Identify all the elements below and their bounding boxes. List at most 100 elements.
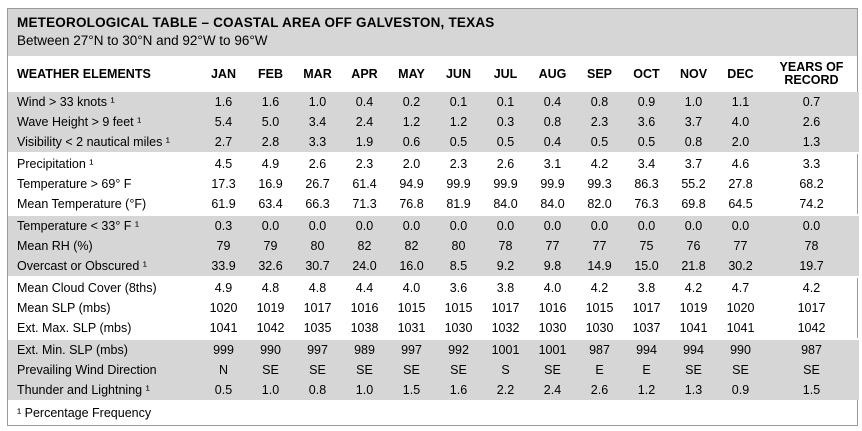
table-cell: 3.4 <box>294 112 341 132</box>
table-cell: SE <box>670 360 717 380</box>
table-cell: 84.0 <box>540 197 565 211</box>
table-cell: N <box>200 360 247 380</box>
table-cell: 80 <box>435 236 482 256</box>
table-cell: 1.5 <box>764 380 859 400</box>
table-cell: 0.5 <box>623 132 670 153</box>
header-weather-elements: WEATHER ELEMENTS <box>17 66 151 81</box>
table-cell: 1.1 <box>717 92 764 112</box>
table-cell: 2.6 <box>294 152 341 174</box>
table-cell: 4.2 <box>670 276 717 298</box>
table-cell: 1017 <box>303 301 332 315</box>
table-cell: 0.1 <box>482 92 529 112</box>
table-cell: S <box>482 360 529 380</box>
table-cell: 75 <box>623 236 670 256</box>
table-cell: 4.2 <box>576 152 623 174</box>
table-cell: 3.7 <box>670 152 717 174</box>
table-cell: 66.3 <box>305 197 330 211</box>
table-cell: 1.3 <box>670 380 717 400</box>
header-month: SEP <box>586 66 612 81</box>
table-cell: 3.4 <box>623 152 670 174</box>
table-cell: 69.8 <box>681 197 706 211</box>
table-row: Ext. Min. SLP (mbs) 999 990 997 989 997 992 100… <box>8 338 859 360</box>
table-cell: 3.3 <box>764 152 859 174</box>
table-cell: 1.5 <box>388 380 435 400</box>
table-cell: 2.4 <box>529 380 576 400</box>
table-cell: SE <box>388 360 435 380</box>
table-cell: 1031 <box>397 321 426 335</box>
table-cell: 21.8 <box>670 256 717 277</box>
table-cell: 78 <box>482 236 529 256</box>
table-cell: 1042 <box>797 321 826 335</box>
table-cell: SE <box>294 360 341 380</box>
table-cell: 2.6 <box>576 380 623 400</box>
row-label: Wind > 33 knots ¹ <box>8 92 200 112</box>
table-cell: 84.0 <box>493 197 518 211</box>
row-label: Temperature < 33° F ¹ <box>8 214 200 236</box>
table-subtitle: Between 27°N to 30°N and 92°W to 96°W <box>17 33 268 48</box>
table-cell: 1015 <box>397 301 426 315</box>
table-cell: 1042 <box>256 321 285 335</box>
row-label: Thunder and Lightning ¹ <box>8 380 200 400</box>
table-cell: 4.9 <box>200 276 247 298</box>
table-cell: 0.8 <box>529 112 576 132</box>
table-cell: 3.3 <box>294 132 341 153</box>
table-cell: 0.5 <box>200 380 247 400</box>
table-cell: SE <box>341 360 388 380</box>
table-cell: 0.8 <box>576 92 623 112</box>
table-cell: 0.9 <box>717 380 764 400</box>
table-cell: 4.5 <box>200 152 247 174</box>
weather-table: WEATHER ELEMENTS JAN FEB MAR APR MAY JUN… <box>8 56 859 400</box>
table-cell: 1.2 <box>623 380 670 400</box>
table-cell: 2.0 <box>388 152 435 174</box>
header-month: MAR <box>303 66 332 81</box>
header-month: JAN <box>210 66 236 81</box>
table-cell: 0.8 <box>670 132 717 153</box>
row-label: Mean SLP (mbs) <box>17 301 111 315</box>
row-label: Visibility < 2 nautical miles ¹ <box>8 132 200 153</box>
table-cell: 82 <box>341 236 388 256</box>
table-cell: 99.3 <box>587 177 612 191</box>
table-cell: 32.6 <box>247 256 294 277</box>
table-cell: 992 <box>435 338 482 360</box>
table-cell: 61.9 <box>211 197 236 211</box>
table-cell: SE <box>529 360 576 380</box>
table-cell: 4.9 <box>247 152 294 174</box>
table-cell: 64.5 <box>728 197 753 211</box>
table-cell: 1020 <box>726 301 755 315</box>
header-month: FEB <box>258 66 283 81</box>
table-cell: 3.7 <box>670 112 717 132</box>
table-cell: 86.3 <box>634 177 659 191</box>
table-cell: 0.0 <box>388 214 435 236</box>
table-cell: 0.2 <box>388 92 435 112</box>
table-cell: 80 <box>294 236 341 256</box>
table-cell: 1.0 <box>670 92 717 112</box>
table-cell: SE <box>435 360 482 380</box>
table-cell: 68.2 <box>799 177 824 191</box>
table-cell: 1041 <box>679 321 708 335</box>
table-cell: 2.3 <box>576 112 623 132</box>
table-cell: 19.7 <box>764 256 859 277</box>
table-cell: E <box>576 360 623 380</box>
table-cell: 0.4 <box>529 132 576 153</box>
table-cell: 1017 <box>491 301 520 315</box>
table-cell: 5.0 <box>247 112 294 132</box>
table-cell: 2.7 <box>200 132 247 153</box>
table-cell: 4.0 <box>717 112 764 132</box>
table-cell: 1035 <box>303 321 332 335</box>
table-cell: 82 <box>388 236 435 256</box>
table-cell: 15.0 <box>623 256 670 277</box>
table-row: Wind > 33 knots ¹ 1.6 1.6 1.0 0.4 0.2 0.1 0.1 0.… <box>8 92 859 112</box>
header-month: JUN <box>445 66 471 81</box>
table-cell: 0.5 <box>435 132 482 153</box>
footnote: ¹ Percentage Frequency <box>8 400 857 420</box>
table-cell: 0.6 <box>388 132 435 153</box>
table-row: Ext. Max. SLP (mbs) 1041 1042 1035 1038 1031 1… <box>8 318 859 339</box>
table-cell: 71.3 <box>352 197 377 211</box>
table-cell: 9.8 <box>529 256 576 277</box>
table-cell: 997 <box>388 338 435 360</box>
table-cell: 0.0 <box>764 214 859 236</box>
table-cell: 3.8 <box>623 276 670 298</box>
table-cell: 990 <box>717 338 764 360</box>
table-cell: 77 <box>576 236 623 256</box>
table-cell: 2.4 <box>341 112 388 132</box>
